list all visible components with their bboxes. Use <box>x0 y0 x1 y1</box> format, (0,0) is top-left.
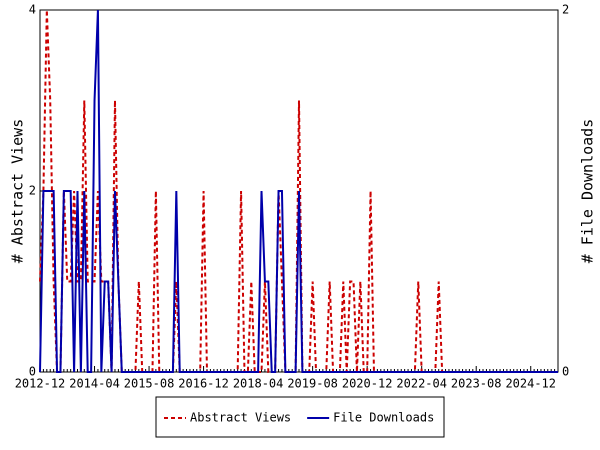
legend-box <box>155 396 445 438</box>
y2-tick-label: 0 <box>562 365 569 379</box>
x-tick-label: 2019-08 <box>287 377 338 391</box>
y-tick-label: 4 <box>29 3 36 17</box>
legend-label: Abstract Views <box>190 411 291 425</box>
y2-axis-label: # File Downloads <box>579 119 597 264</box>
x-tick-label: 2014-04 <box>69 377 120 391</box>
x-tick-label: 2016-12 <box>178 377 229 391</box>
y-tick-label: 0 <box>29 365 36 379</box>
x-tick-label: 2022-04 <box>396 377 447 391</box>
x-tick-label: 2020-12 <box>342 377 393 391</box>
y-tick-label: 2 <box>29 184 36 198</box>
y2-tick-label: 2 <box>562 3 569 17</box>
y-axis-label: # Abstract Views <box>9 119 27 264</box>
x-tick-label: 2015-08 <box>124 377 175 391</box>
legend-label: File Downloads <box>333 411 434 425</box>
x-tick-label: 2018-04 <box>233 377 284 391</box>
x-tick-label: 2024-12 <box>505 377 556 391</box>
data-line <box>39 9 558 373</box>
x-tick-label: 2012-12 <box>15 377 66 391</box>
x-tick-label: 2023-08 <box>451 377 502 391</box>
